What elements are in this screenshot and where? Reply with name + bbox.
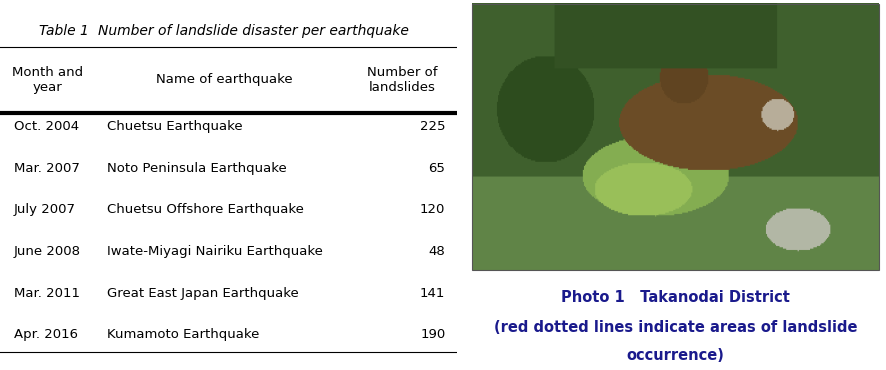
Text: Noto Peninsula Earthquake: Noto Peninsula Earthquake xyxy=(107,162,287,175)
Text: (red dotted lines indicate areas of landslide: (red dotted lines indicate areas of land… xyxy=(494,320,856,335)
Text: Chuetsu Earthquake: Chuetsu Earthquake xyxy=(107,120,243,133)
Bar xyxy=(472,4,877,270)
Text: Great East Japan Earthquake: Great East Japan Earthquake xyxy=(107,287,299,300)
Text: Table 1: Table 1 xyxy=(39,24,89,38)
Text: 225: 225 xyxy=(419,120,445,133)
Text: 120: 120 xyxy=(420,204,445,216)
Text: Number of landslide disaster per earthquake: Number of landslide disaster per earthqu… xyxy=(98,24,408,38)
Text: 65: 65 xyxy=(428,162,445,175)
Text: Oct. 2004: Oct. 2004 xyxy=(13,120,79,133)
Text: Month and
year: Month and year xyxy=(12,66,83,94)
Text: July 2007: July 2007 xyxy=(13,204,75,216)
Text: Kumamoto Earthquake: Kumamoto Earthquake xyxy=(107,328,260,342)
Text: Iwate-Miyagi Nairiku Earthquake: Iwate-Miyagi Nairiku Earthquake xyxy=(107,245,323,258)
Text: 190: 190 xyxy=(420,328,445,342)
Text: Number of
landslides: Number of landslides xyxy=(366,66,437,94)
Text: Mar. 2011: Mar. 2011 xyxy=(13,287,80,300)
Text: Chuetsu Offshore Earthquake: Chuetsu Offshore Earthquake xyxy=(107,204,304,216)
Text: 141: 141 xyxy=(420,287,445,300)
Text: Apr. 2016: Apr. 2016 xyxy=(13,328,78,342)
Text: June 2008: June 2008 xyxy=(13,245,81,258)
Text: Name of earthquake: Name of earthquake xyxy=(155,73,291,87)
Text: 48: 48 xyxy=(428,245,445,258)
Text: Mar. 2007: Mar. 2007 xyxy=(13,162,80,175)
Text: occurrence): occurrence) xyxy=(626,348,724,363)
Text: Photo 1   Takanodai District: Photo 1 Takanodai District xyxy=(560,290,789,305)
